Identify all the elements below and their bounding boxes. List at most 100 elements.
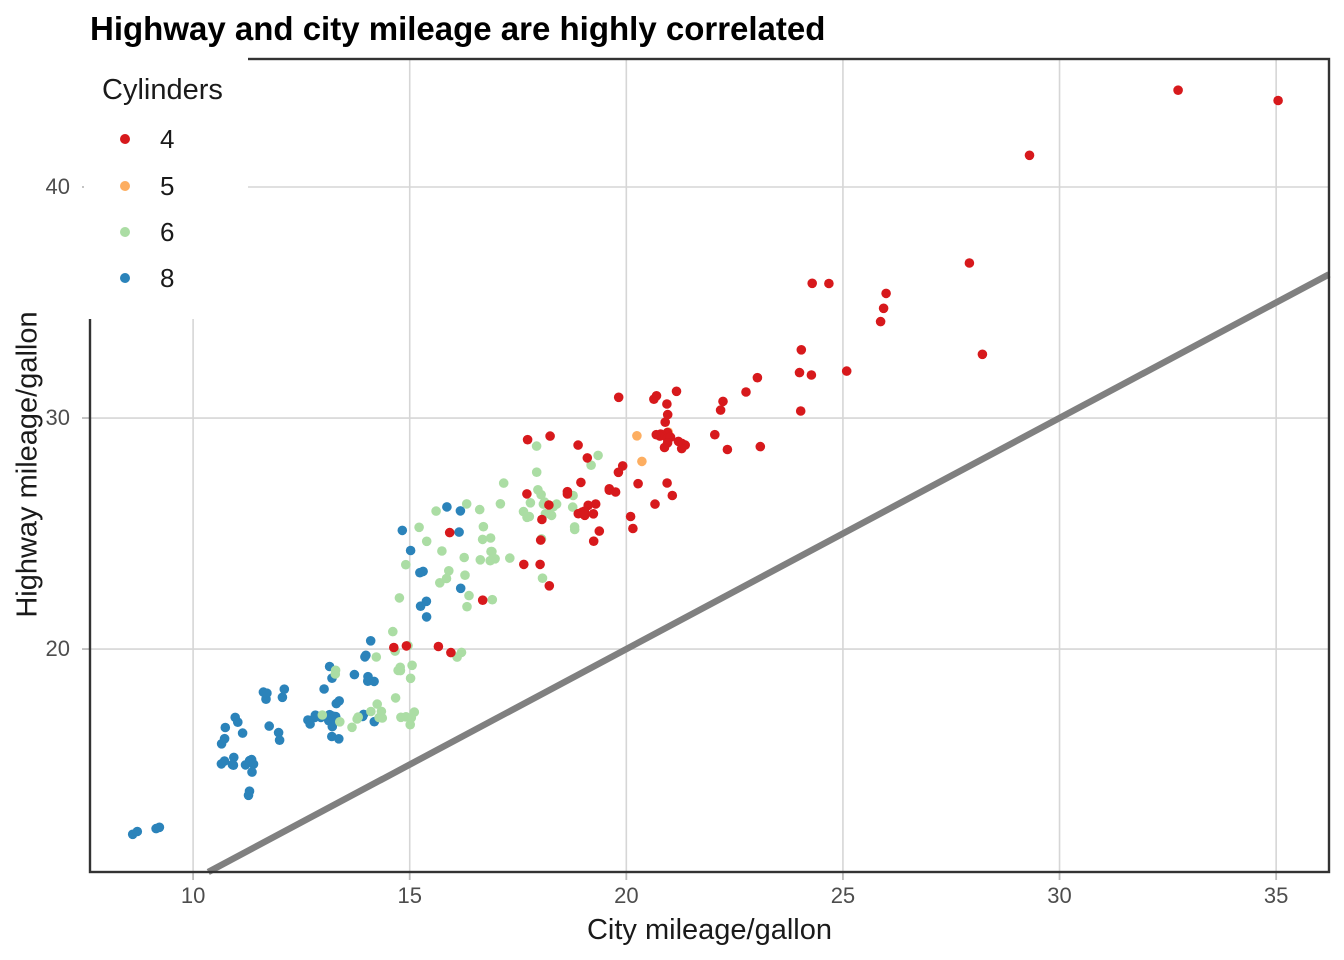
data-point <box>741 387 751 397</box>
data-point <box>824 278 834 289</box>
data-point <box>519 559 529 570</box>
data-point <box>715 405 726 415</box>
data-point <box>444 527 455 538</box>
data-point <box>248 759 259 769</box>
data-point <box>841 366 852 376</box>
data-point <box>477 534 488 545</box>
data-point <box>588 509 599 519</box>
y-tick-label: 20 <box>46 636 70 661</box>
data-point <box>352 714 362 724</box>
data-point <box>414 522 424 533</box>
data-point <box>569 522 580 532</box>
data-point <box>405 719 416 730</box>
x-tick-label: 15 <box>397 883 421 908</box>
data-point <box>279 684 290 694</box>
data-point <box>807 278 817 289</box>
data-point <box>659 442 670 453</box>
data-point <box>662 399 672 409</box>
data-point <box>395 665 406 676</box>
data-point <box>262 688 272 698</box>
data-point <box>317 710 328 720</box>
data-point <box>446 647 456 658</box>
data-point <box>545 431 555 441</box>
data-point <box>455 506 466 516</box>
data-point <box>407 660 417 671</box>
data-point <box>586 460 596 471</box>
data-point <box>435 578 445 588</box>
data-point <box>397 525 408 536</box>
data-point <box>349 669 360 680</box>
data-point <box>361 650 371 661</box>
data-point <box>334 696 345 706</box>
data-point <box>878 303 889 314</box>
data-point <box>485 555 496 566</box>
data-point <box>1273 95 1283 106</box>
data-point <box>388 626 398 637</box>
data-point <box>651 391 662 401</box>
data-point <box>632 431 642 441</box>
data-point <box>576 477 586 488</box>
data-point <box>230 712 240 723</box>
x-axis-title: City mileage/gallon <box>586 914 832 946</box>
data-point <box>401 712 411 722</box>
data-point <box>580 510 590 521</box>
data-point <box>610 487 621 497</box>
y-axis-title: Highway mileage/gallon <box>11 311 44 618</box>
data-point <box>305 719 315 729</box>
data-point <box>536 489 546 500</box>
data-point <box>522 434 533 445</box>
x-tick-label: 10 <box>181 883 205 908</box>
data-point <box>442 502 452 512</box>
data-point <box>462 601 472 612</box>
data-point <box>390 693 401 703</box>
data-point <box>633 478 643 489</box>
x-tick-label: 25 <box>831 883 855 908</box>
data-point <box>401 559 411 570</box>
data-point <box>637 456 647 467</box>
legend: Cylinders 4 5 6 8 <box>84 55 248 319</box>
legend-entry-label: 5 <box>160 170 175 201</box>
data-point <box>220 722 231 733</box>
data-point <box>487 546 497 557</box>
legend-entry-4-cylinders: 4 <box>84 124 174 154</box>
data-point <box>219 733 230 744</box>
data-point <box>335 717 345 727</box>
data-point <box>1024 150 1035 161</box>
data-point <box>1173 85 1183 95</box>
data-point <box>977 349 988 360</box>
data-point <box>229 752 239 763</box>
data-point <box>444 566 454 576</box>
data-point <box>464 590 474 601</box>
data-point <box>330 669 341 679</box>
data-point <box>796 345 807 355</box>
data-point <box>456 647 467 658</box>
data-point <box>673 436 684 447</box>
data-point <box>964 258 975 268</box>
data-point <box>366 706 376 717</box>
data-point <box>394 593 405 603</box>
data-point <box>875 316 886 327</box>
data-point <box>421 536 432 547</box>
data-point <box>590 499 601 509</box>
data-point <box>455 583 466 594</box>
data-point <box>243 790 254 801</box>
panel-border <box>88 57 1331 874</box>
data-point <box>567 502 578 512</box>
data-point <box>319 684 329 694</box>
data-point <box>650 499 660 509</box>
data-point <box>437 546 447 556</box>
data-point <box>582 453 593 463</box>
data-point <box>794 367 805 378</box>
data-point <box>625 511 636 522</box>
data-point <box>594 526 605 536</box>
y-tick-label: 30 <box>46 405 70 430</box>
data-point <box>522 489 532 499</box>
data-point <box>264 721 275 731</box>
page-title: Highway and city mileage are highly corr… <box>90 10 826 47</box>
data-point <box>662 478 672 488</box>
legend-entry-8-cylinders: 8 <box>84 263 174 293</box>
data-point <box>421 612 432 622</box>
data-point <box>593 450 603 461</box>
data-point <box>525 498 536 508</box>
